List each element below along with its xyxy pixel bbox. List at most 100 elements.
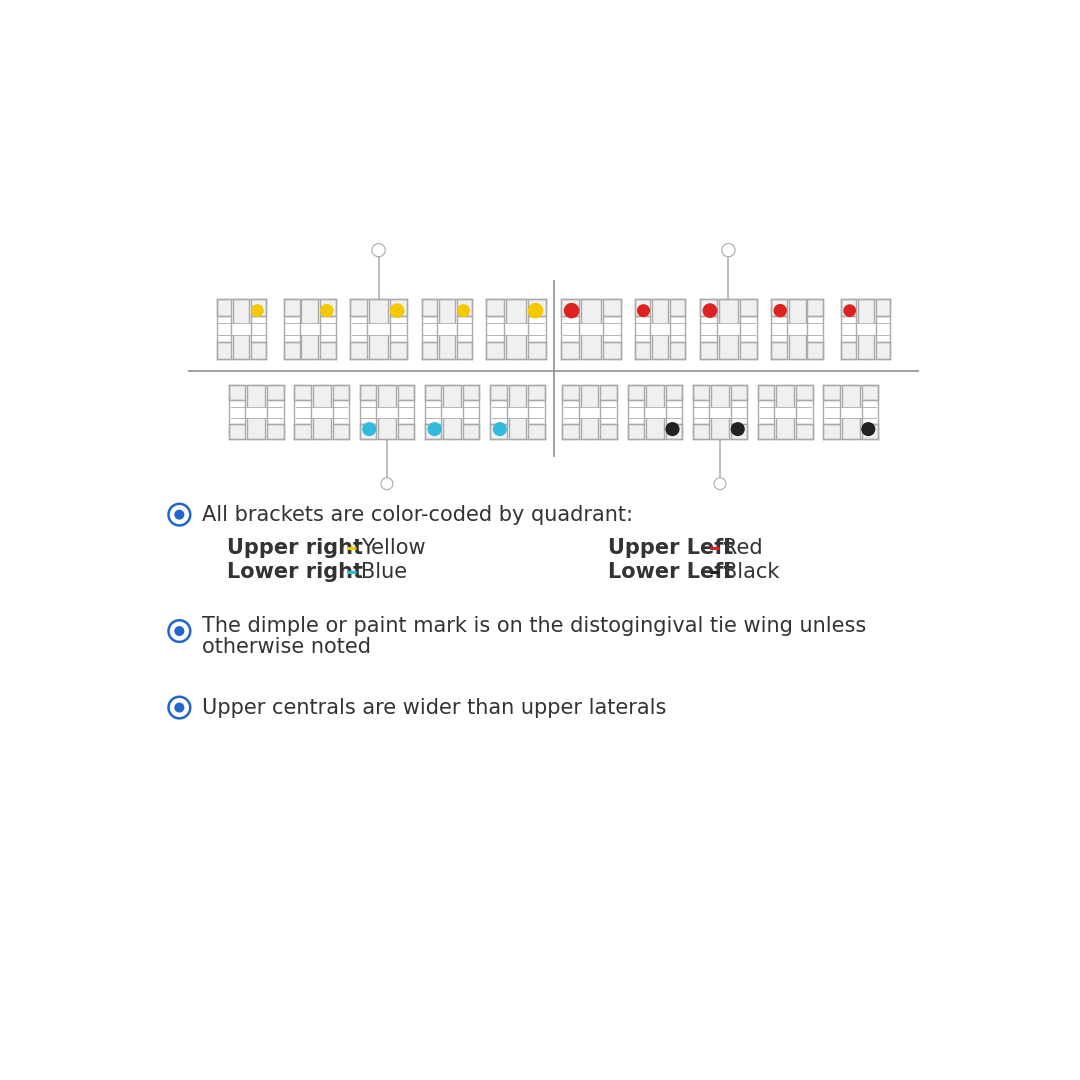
Bar [321, 299, 336, 316]
Bar [841, 342, 855, 360]
Circle shape [390, 303, 405, 318]
Bar [217, 299, 266, 360]
Circle shape [528, 302, 543, 319]
Bar [731, 424, 747, 440]
Bar [771, 299, 786, 316]
Bar [321, 342, 336, 360]
Text: Blue: Blue [361, 562, 407, 582]
Bar [646, 386, 664, 440]
Bar [233, 299, 249, 360]
Bar [490, 424, 507, 440]
Bar [636, 323, 684, 335]
Bar [333, 386, 349, 401]
Bar [491, 407, 543, 418]
Text: otherwise noted: otherwise noted [202, 637, 370, 657]
Text: Yellow: Yellow [361, 538, 426, 558]
Circle shape [362, 422, 376, 436]
Bar [378, 386, 396, 440]
Bar [457, 342, 472, 360]
Bar [369, 299, 388, 360]
Bar [719, 299, 738, 360]
Bar [862, 424, 878, 440]
Bar [693, 386, 747, 440]
Circle shape [174, 626, 185, 636]
Circle shape [861, 422, 876, 436]
Bar [841, 299, 855, 316]
Bar [796, 424, 812, 440]
Bar [665, 386, 681, 401]
Bar [701, 323, 756, 335]
Circle shape [320, 303, 334, 318]
Bar [561, 299, 579, 316]
Bar [627, 386, 644, 401]
Circle shape [251, 305, 264, 318]
Bar [758, 386, 812, 440]
Bar [777, 386, 794, 440]
Circle shape [492, 422, 507, 436]
Text: Upper right: Upper right [227, 538, 363, 558]
Text: Black: Black [724, 562, 780, 582]
Bar [217, 299, 231, 316]
Bar [862, 386, 878, 401]
Circle shape [702, 303, 717, 318]
Bar [229, 386, 245, 401]
Bar [758, 386, 774, 401]
Circle shape [843, 305, 856, 318]
Text: The dimple or paint mark is on the distogingival tie wing unless: The dimple or paint mark is on the disto… [202, 616, 866, 636]
Bar [635, 299, 685, 360]
Bar [490, 386, 507, 401]
Bar [700, 299, 757, 360]
Bar [443, 386, 461, 440]
Bar [731, 386, 747, 401]
Bar [581, 299, 602, 360]
Bar [759, 407, 811, 418]
Bar [426, 424, 442, 440]
Bar [486, 299, 503, 316]
Bar [823, 386, 840, 401]
Bar [561, 299, 621, 360]
Bar [390, 342, 407, 360]
Bar [217, 342, 231, 360]
Bar [505, 299, 526, 360]
Bar [267, 386, 284, 401]
Bar [463, 424, 480, 440]
Bar [858, 299, 874, 360]
Bar [528, 424, 544, 440]
Text: Lower Left: Lower Left [608, 562, 733, 582]
Bar [651, 299, 669, 360]
Bar [229, 424, 245, 440]
Bar [528, 299, 546, 316]
Text: –: – [346, 536, 357, 559]
Bar [295, 386, 311, 401]
Circle shape [174, 510, 185, 519]
Text: –: – [708, 561, 720, 584]
Bar [360, 386, 414, 440]
Bar [808, 342, 823, 360]
Bar [427, 407, 478, 418]
Bar [252, 342, 266, 360]
Bar [390, 299, 407, 316]
Bar [700, 299, 717, 316]
Text: Upper Left: Upper Left [608, 538, 733, 558]
Bar [772, 323, 822, 335]
Bar [693, 386, 710, 401]
Bar [350, 299, 407, 360]
Bar [486, 342, 503, 360]
Bar [635, 299, 650, 316]
Text: Upper centrals are wider than upper laterals: Upper centrals are wider than upper late… [202, 698, 666, 717]
Bar [771, 299, 823, 360]
Bar [561, 342, 579, 360]
Bar [218, 323, 265, 335]
Bar [563, 323, 620, 335]
Bar [350, 299, 367, 316]
Bar [694, 407, 746, 418]
Circle shape [174, 703, 185, 713]
Bar [842, 323, 889, 335]
Circle shape [721, 244, 735, 257]
Bar [252, 299, 266, 316]
Bar [629, 407, 680, 418]
Circle shape [381, 477, 393, 489]
Bar [490, 386, 544, 440]
Circle shape [637, 305, 650, 318]
Bar [360, 386, 376, 401]
